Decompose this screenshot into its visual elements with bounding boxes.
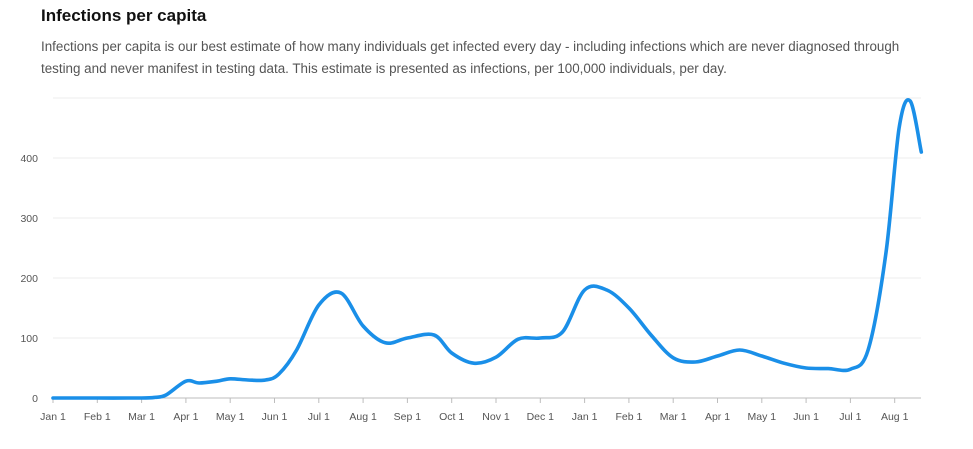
x-tick-label: Mar 1 <box>660 411 687 423</box>
x-tick-label: Jun 1 <box>262 411 288 423</box>
x-tick-label: Jul 1 <box>308 411 330 423</box>
x-axis: Jan 1 Feb 1 Mar 1 Apr 1 May 1 Jun 1 Jul 1 Aug 1… <box>40 398 909 423</box>
x-tick-label: Mar 1 <box>128 411 155 423</box>
x-tick-label: Apr 1 <box>173 411 198 423</box>
y-tick-label: 400 <box>20 153 38 165</box>
x-tick-label: Jan 1 <box>40 411 66 423</box>
x-tick-label: Sep 1 <box>394 411 422 423</box>
series-line <box>51 98 924 400</box>
chart-description: Infections per capita is our best estima… <box>41 39 900 76</box>
y-tick-label: 200 <box>20 273 38 285</box>
y-tick-label: 300 <box>20 213 38 225</box>
x-tick-label: Apr 1 <box>705 411 730 423</box>
x-tick-label: Feb 1 <box>84 411 111 423</box>
chart-title: Infections per capita <box>41 6 207 25</box>
x-tick-label: Aug 1 <box>881 411 909 423</box>
y-axis: 0 100 200 300 400 <box>20 153 38 405</box>
x-tick-label: Jul 1 <box>839 411 861 423</box>
grid-layer <box>53 97 921 399</box>
x-tick-label: Oct 1 <box>439 411 464 423</box>
y-tick-label: 0 <box>32 393 38 405</box>
x-tick-label: May 1 <box>216 411 245 423</box>
series-layer <box>51 98 924 400</box>
x-tick-label: Feb 1 <box>615 411 642 423</box>
x-tick-label: Jan 1 <box>572 411 598 423</box>
x-tick-label: Jun 1 <box>793 411 819 423</box>
x-tick-label: May 1 <box>748 411 777 423</box>
y-tick-label: 100 <box>20 333 38 345</box>
x-tick-label: Dec 1 <box>527 411 555 423</box>
x-tick-label: Nov 1 <box>482 411 510 423</box>
x-tick-label: Aug 1 <box>349 411 377 423</box>
